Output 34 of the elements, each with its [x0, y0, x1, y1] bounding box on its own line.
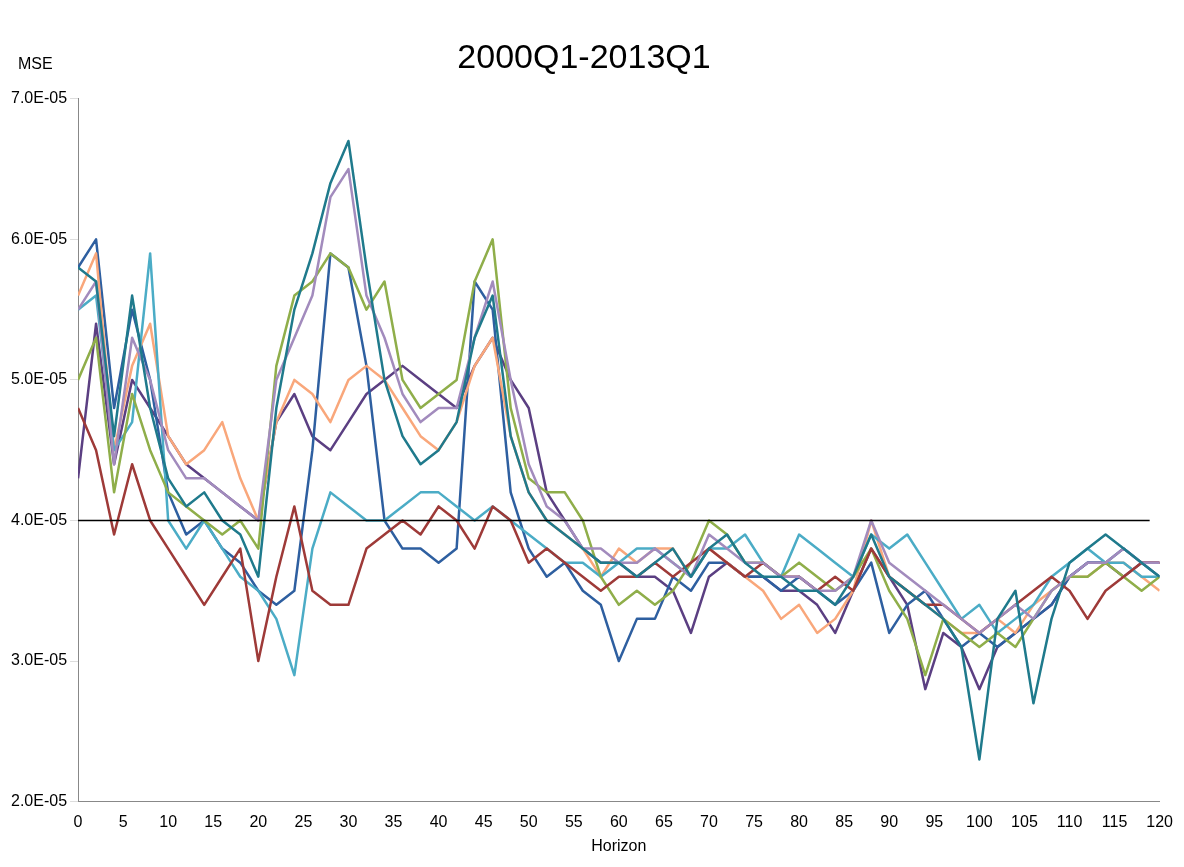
x-tick-label: 95	[925, 812, 944, 830]
x-tick-label: 0	[73, 812, 83, 830]
x-tick-label: 5	[118, 812, 128, 830]
x-tick-label: 110	[1056, 812, 1083, 830]
x-tick-label: 30	[339, 812, 358, 830]
x-tick-label: 45	[474, 812, 493, 830]
x-tick-label: 35	[384, 812, 403, 830]
x-tick-label: 115	[1101, 812, 1128, 830]
x-tick-label: 55	[564, 812, 583, 830]
x-tick-label: 50	[519, 812, 538, 830]
y-tick-label: 6.0E-05	[10, 229, 68, 247]
y-tick-label: 2.0E-05	[10, 792, 68, 810]
x-tick-label: 100	[966, 812, 993, 830]
x-tick-label: 10	[159, 812, 178, 830]
x-tick-label: 85	[835, 812, 854, 830]
x-tick-label: 75	[745, 812, 764, 830]
x-axis-title: Horizon	[591, 836, 647, 854]
chart-title: 2000Q1-2013Q1	[457, 36, 711, 75]
x-tick-label: 90	[880, 812, 899, 830]
x-tick-label: 120	[1146, 812, 1174, 830]
y-tick-label: 5.0E-05	[10, 370, 68, 388]
x-tick-label: 40	[429, 812, 448, 830]
x-tick-label: 60	[609, 812, 628, 830]
y-tick-label: 7.0E-05	[10, 89, 68, 107]
y-tick-label: 3.0E-05	[10, 651, 68, 669]
x-tick-label: 20	[249, 812, 268, 830]
y-axis-title: MSE	[18, 54, 53, 72]
x-tick-label: 15	[204, 812, 223, 830]
y-tick-label: 4.0E-05	[10, 510, 68, 528]
x-tick-label: 70	[700, 812, 718, 830]
x-tick-label: 105	[1011, 812, 1038, 830]
x-tick-label: 25	[294, 812, 313, 830]
x-tick-label: 65	[655, 812, 673, 830]
x-tick-label: 80	[790, 812, 809, 830]
